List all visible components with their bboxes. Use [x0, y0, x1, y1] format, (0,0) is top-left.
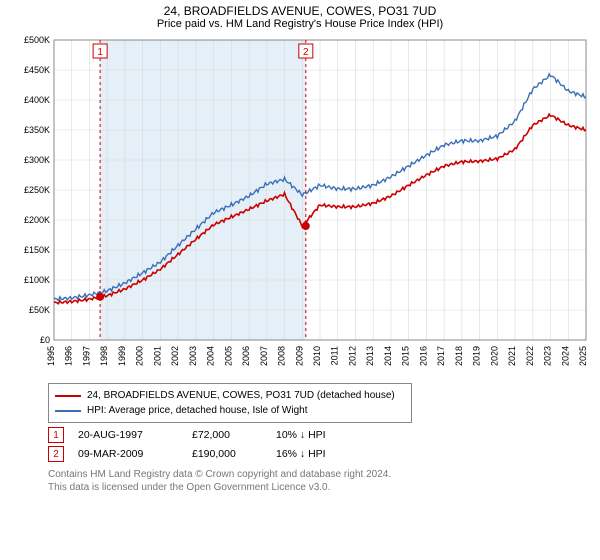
svg-text:£100K: £100K [24, 275, 50, 285]
svg-text:2017: 2017 [436, 346, 446, 366]
svg-text:2006: 2006 [241, 346, 251, 366]
footer: Contains HM Land Registry data © Crown c… [48, 468, 592, 494]
svg-text:2008: 2008 [277, 346, 287, 366]
svg-text:2014: 2014 [383, 346, 393, 366]
legend-swatch-hpi [55, 410, 81, 412]
svg-text:2020: 2020 [489, 346, 499, 366]
legend-label-hpi: HPI: Average price, detached house, Isle… [87, 403, 308, 418]
price-chart: £0 £50K £100K £150K £200K £250K £300K £350K £400… [8, 34, 592, 377]
svg-text:2025: 2025 [578, 346, 588, 366]
svg-text:£450K: £450K [24, 65, 50, 75]
sales-rows: 1 20-AUG-1997 £72,000 10% ↓ HPI 2 09-MAR-2009… [0, 427, 600, 462]
svg-text:2010: 2010 [312, 346, 322, 366]
svg-text:1997: 1997 [81, 346, 91, 366]
sale-price: £190,000 [192, 448, 262, 460]
svg-text:£50K: £50K [29, 305, 50, 315]
svg-text:£0: £0 [40, 335, 50, 345]
svg-text:£300K: £300K [24, 155, 50, 165]
svg-text:2021: 2021 [507, 346, 517, 366]
legend-box: 24, BROADFIELDS AVENUE, COWES, PO31 7UD … [48, 383, 412, 423]
sale-row: 2 09-MAR-2009 £190,000 16% ↓ HPI [48, 446, 592, 462]
svg-text:2022: 2022 [525, 346, 535, 366]
svg-text:£150K: £150K [24, 245, 50, 255]
sale-price: £72,000 [192, 429, 262, 441]
svg-text:2012: 2012 [347, 346, 357, 366]
sale-diff: 10% ↓ HPI [276, 429, 326, 441]
svg-text:2003: 2003 [188, 346, 198, 366]
svg-text:2019: 2019 [472, 346, 482, 366]
svg-text:1: 1 [97, 47, 103, 58]
legend-label-property: 24, BROADFIELDS AVENUE, COWES, PO31 7UD … [87, 388, 395, 403]
footer-line-1: Contains HM Land Registry data © Crown c… [48, 468, 592, 481]
legend-row-property: 24, BROADFIELDS AVENUE, COWES, PO31 7UD … [55, 388, 405, 403]
svg-text:2018: 2018 [454, 346, 464, 366]
svg-text:1999: 1999 [117, 346, 127, 366]
svg-text:£200K: £200K [24, 215, 50, 225]
sale-date: 09-MAR-2009 [78, 448, 178, 460]
svg-text:2: 2 [303, 47, 309, 58]
svg-text:2016: 2016 [418, 346, 428, 366]
page-subtitle: Price paid vs. HM Land Registry's House … [0, 18, 600, 34]
page-title: 24, BROADFIELDS AVENUE, COWES, PO31 7UD [0, 0, 600, 18]
svg-text:2011: 2011 [330, 346, 340, 365]
legend-row-hpi: HPI: Average price, detached house, Isle… [55, 403, 405, 418]
svg-text:2009: 2009 [294, 346, 304, 366]
svg-text:£250K: £250K [24, 185, 50, 195]
svg-text:1996: 1996 [64, 346, 74, 366]
chart-svg: £0 £50K £100K £150K £200K £250K £300K £350K £400… [8, 34, 592, 374]
svg-text:2002: 2002 [170, 346, 180, 366]
svg-text:1995: 1995 [46, 346, 56, 366]
sale-row: 1 20-AUG-1997 £72,000 10% ↓ HPI [48, 427, 592, 443]
legend-swatch-property [55, 395, 81, 397]
svg-text:1998: 1998 [99, 346, 109, 366]
svg-text:2023: 2023 [543, 346, 553, 366]
svg-text:2024: 2024 [560, 346, 570, 366]
sale-date: 20-AUG-1997 [78, 429, 178, 441]
footer-line-2: This data is licensed under the Open Gov… [48, 481, 592, 494]
svg-text:£400K: £400K [24, 95, 50, 105]
svg-text:2005: 2005 [223, 346, 233, 366]
sale-marker-box: 2 [48, 446, 64, 462]
sale-diff: 16% ↓ HPI [276, 448, 326, 460]
svg-text:2015: 2015 [401, 346, 411, 366]
svg-text:2000: 2000 [135, 346, 145, 366]
svg-text:£350K: £350K [24, 125, 50, 135]
svg-text:2007: 2007 [259, 346, 269, 366]
svg-text:£500K: £500K [24, 35, 50, 45]
sale-marker-box: 1 [48, 427, 64, 443]
svg-text:2004: 2004 [206, 346, 216, 366]
svg-text:2001: 2001 [152, 346, 162, 366]
svg-text:2013: 2013 [365, 346, 375, 366]
